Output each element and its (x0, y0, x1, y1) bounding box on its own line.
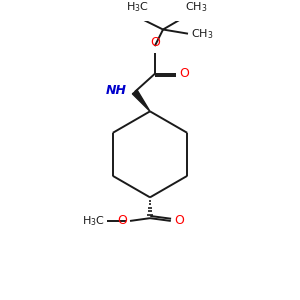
Polygon shape (132, 90, 150, 111)
Text: CH$_3$: CH$_3$ (185, 0, 208, 14)
Text: O: O (179, 68, 189, 80)
Text: O: O (117, 214, 127, 227)
Text: NH: NH (106, 84, 127, 97)
Text: CH$_3$: CH$_3$ (191, 27, 214, 40)
Text: H$_3$C: H$_3$C (82, 214, 105, 228)
Text: H$_3$C: H$_3$C (126, 0, 149, 14)
Text: O: O (150, 36, 160, 49)
Text: O: O (174, 214, 184, 227)
